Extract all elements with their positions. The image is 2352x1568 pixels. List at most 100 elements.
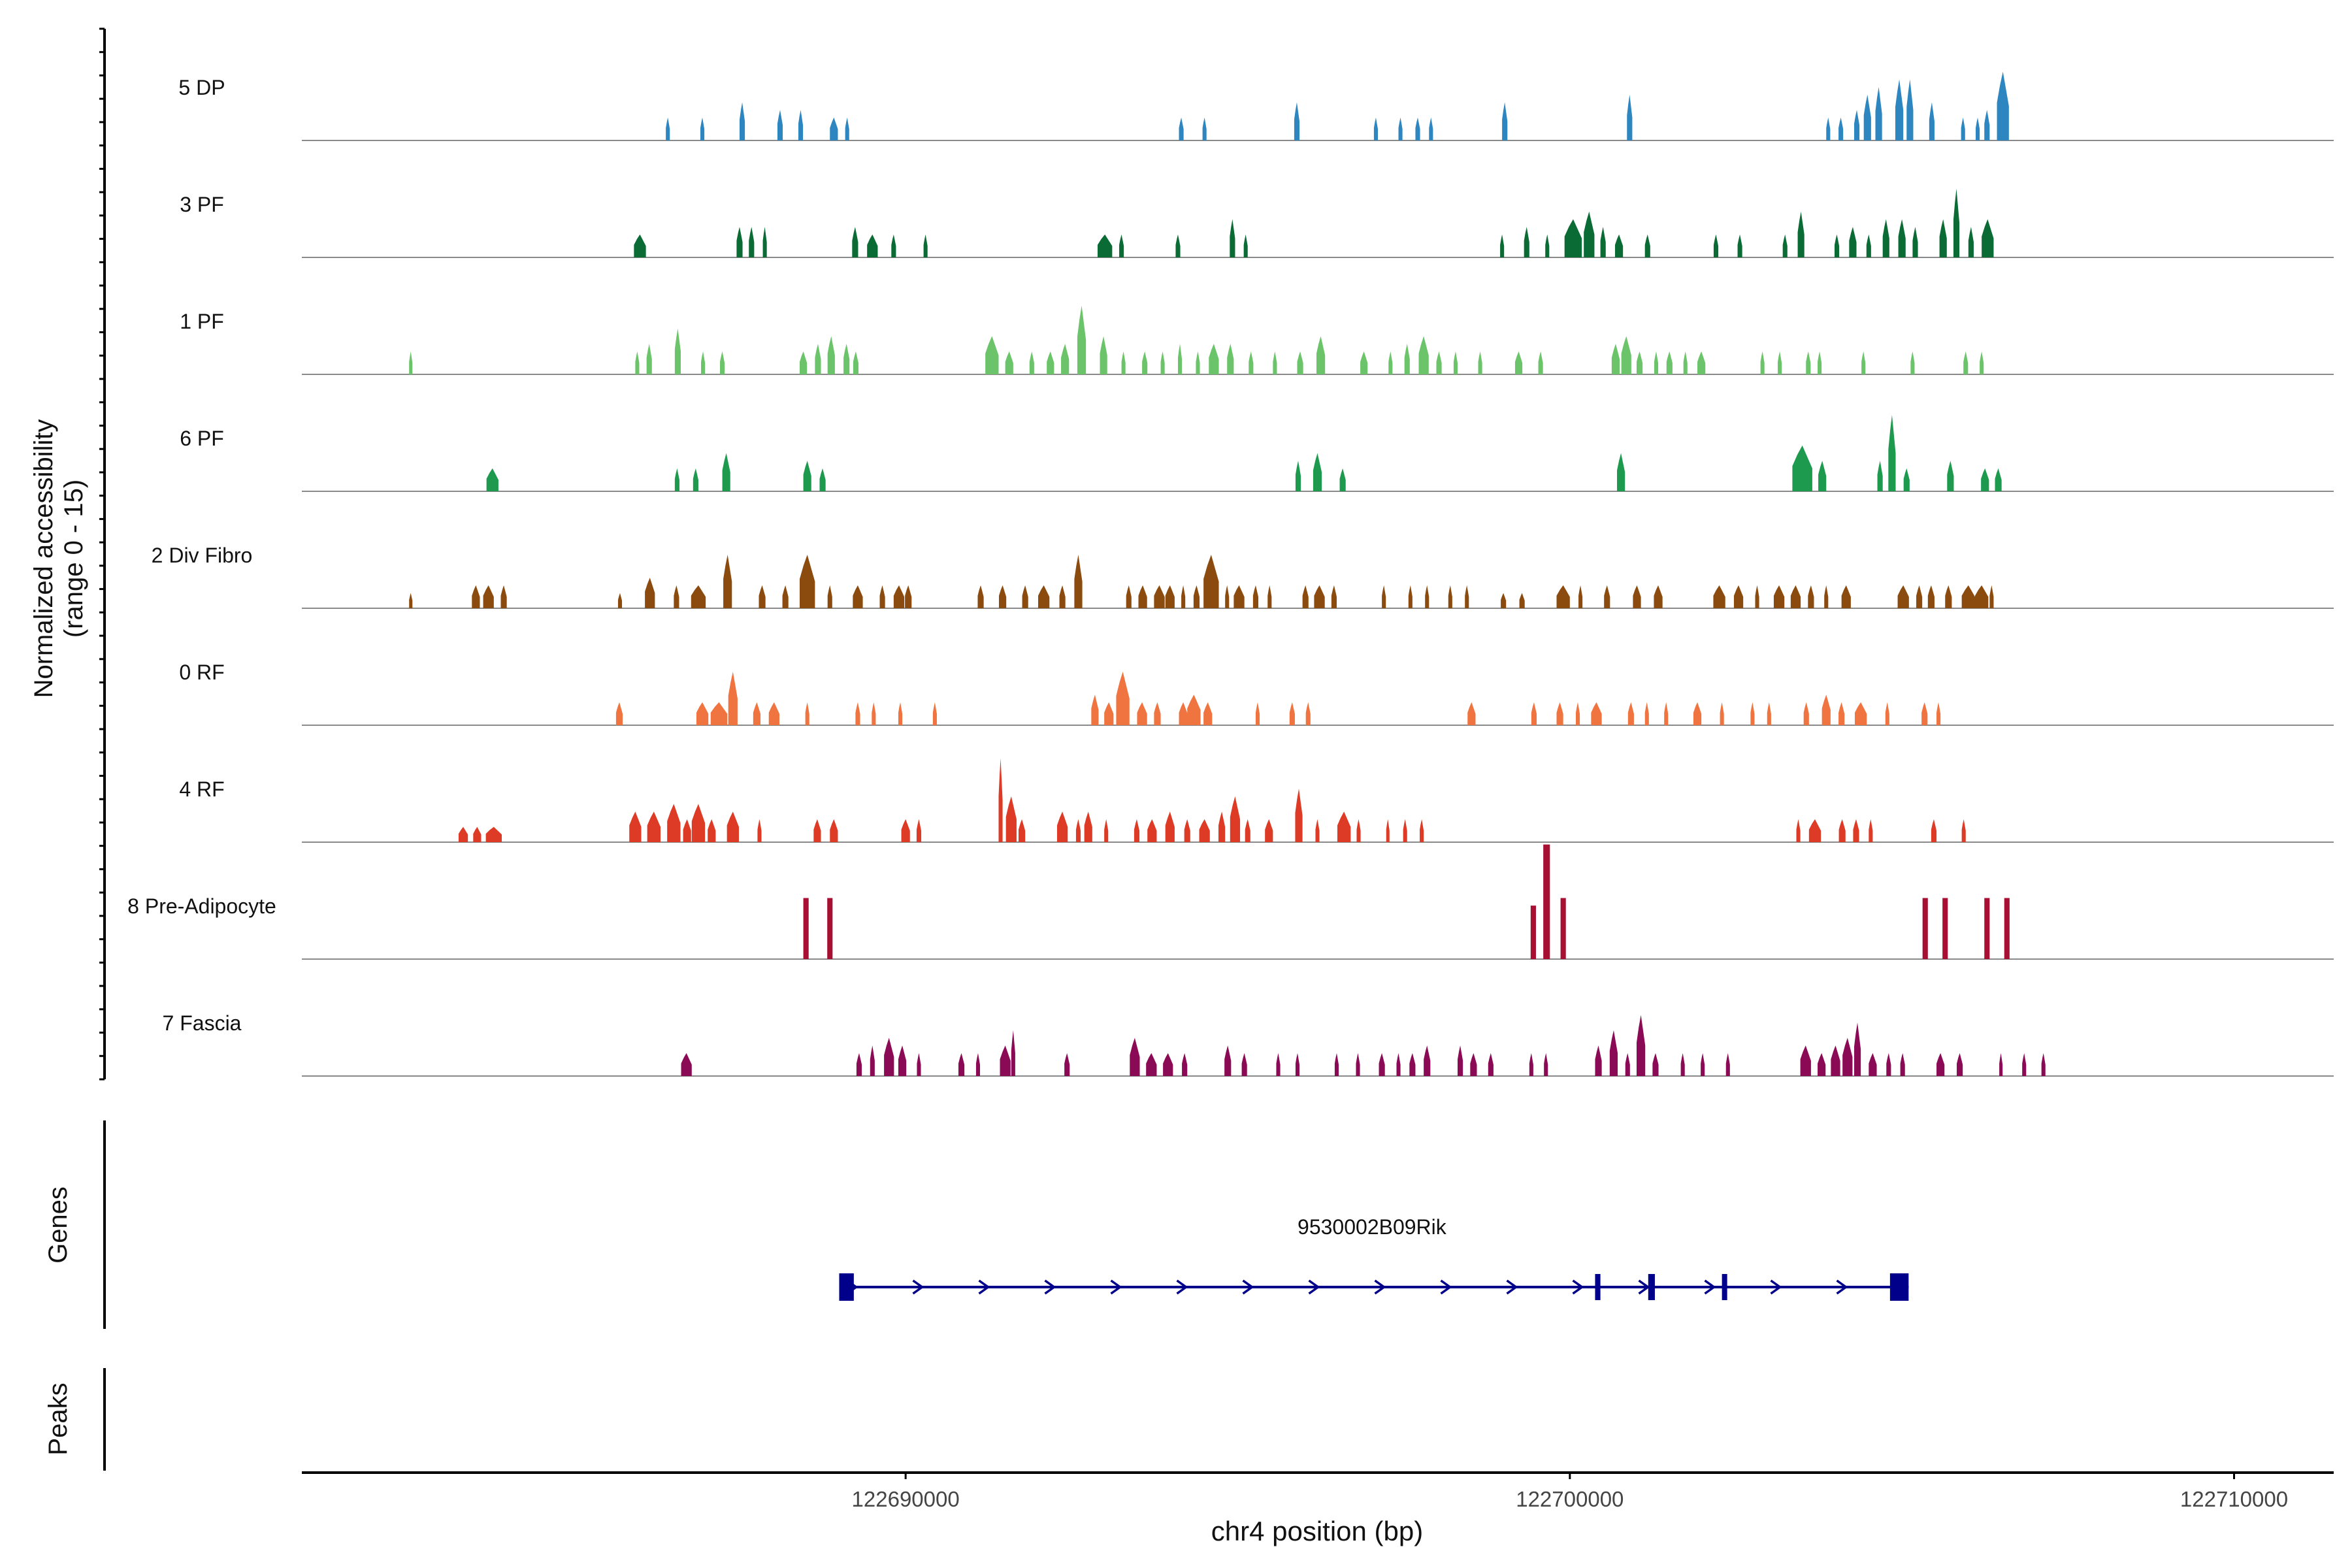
coverage-peak [674, 328, 681, 374]
x-axis: 122690000 122700000 122710000 [302, 1471, 2334, 1511]
coverage-peak [1182, 1053, 1188, 1076]
coverage-peak [1147, 819, 1157, 842]
track-4-rf [302, 758, 2334, 843]
coverage-peak [1644, 702, 1649, 725]
coverage-peak [1693, 702, 1702, 725]
coverage-peak [2041, 1053, 2046, 1076]
coverage-peak [1187, 694, 1201, 725]
coverage-peak [1989, 585, 1994, 608]
coverage-peak [1295, 1053, 1300, 1076]
track-3-pf [302, 188, 2334, 258]
coverage-peak [1245, 819, 1250, 842]
coverage-peak [1331, 585, 1337, 608]
coverage-peak [1604, 585, 1610, 608]
coverage-peak [845, 117, 849, 140]
coverage-peak [1356, 819, 1361, 842]
coverage-peak [1929, 102, 1935, 140]
coverage-y-axis-label: Normalized accessibility(range 0 - 15) [29, 419, 88, 698]
track-label: 1 PF [180, 310, 224, 333]
coverage-peak [645, 578, 655, 608]
coverage-peak [1313, 453, 1322, 491]
coverage-y-axis-label-line: (range 0 - 15) [59, 480, 88, 638]
coverage-peak [473, 826, 482, 842]
coverage-peak [1652, 1053, 1659, 1076]
coverage-peak [1921, 702, 1928, 725]
track-1-pf [302, 305, 2334, 375]
coverage-peak [1061, 344, 1070, 374]
coverage-peak [1683, 351, 1688, 374]
coverage-peak [1961, 585, 1975, 608]
coverage-peak [1091, 694, 1099, 725]
coverage-peak [898, 702, 903, 725]
coverage-peak [1888, 415, 1896, 491]
coverage-peak [458, 826, 468, 842]
coverage-peak [1267, 585, 1272, 608]
coverage-peak [1142, 351, 1148, 374]
coverage-peak [827, 585, 832, 608]
coverage-peak [1418, 336, 1429, 374]
coverage-peak [1831, 1045, 1840, 1076]
coverage-peak [1713, 234, 1719, 257]
coverage-peak [1895, 79, 1904, 140]
coverage-peak [1627, 702, 1634, 725]
coverage-peak [1897, 585, 1909, 608]
coverage-peak [1403, 819, 1407, 842]
coverage-peak [1912, 227, 1918, 257]
coverage-peak [777, 110, 783, 140]
coverage-y-axis-label-line: Normalized accessibility [29, 419, 58, 698]
coverage-peak [1382, 585, 1386, 608]
coverage-peak [1529, 1053, 1533, 1076]
coverage-peak [799, 351, 808, 374]
coverage-peak [1853, 819, 1859, 842]
coverage-peak [1018, 819, 1026, 842]
coverage-peak [923, 234, 928, 257]
coverage-peak [1544, 1053, 1548, 1076]
coverage-peak [762, 227, 767, 257]
coverage-peak [1356, 1053, 1360, 1076]
track-8-pre-adipocyte [302, 844, 2334, 960]
coverage-peak [1995, 468, 2002, 491]
coverage-peak [1595, 1045, 1602, 1076]
coverage-peak [701, 351, 706, 374]
coverage-peak [1415, 117, 1420, 140]
left-axes [99, 27, 106, 1471]
coverage-peak [932, 702, 937, 725]
coverage-peak [1420, 819, 1424, 842]
coverage-peak [827, 898, 833, 959]
coverage-peak [853, 351, 858, 374]
coverage-peak [1750, 702, 1755, 725]
coverage-peak [1984, 898, 1990, 959]
coverage-peak [1316, 336, 1326, 374]
coverage-peak [1981, 468, 1989, 491]
coverage-peak [1104, 819, 1109, 842]
coverage-peak [753, 702, 761, 725]
x-tick-label: 122690000 [852, 1487, 960, 1511]
coverage-peak [1984, 110, 1990, 140]
track-label: 5 DP [178, 76, 225, 99]
coverage-peak [757, 819, 762, 842]
coverage-peak [1179, 702, 1188, 725]
strand-arrow [912, 1279, 924, 1295]
coverage-peak [1680, 1053, 1685, 1076]
coverage-peak [1000, 1045, 1011, 1076]
coverage-peak [1386, 819, 1390, 842]
coverage-peak [1875, 87, 1882, 140]
coverage-peak [617, 593, 623, 608]
coverage-peak [1294, 102, 1300, 140]
strand-arrow [1572, 1279, 1584, 1295]
coverage-peak [1821, 694, 1831, 725]
coverage-peak [1252, 585, 1259, 608]
coverage-peak [1906, 79, 1914, 140]
coverage-peak [1903, 468, 1910, 491]
coverage-peak [1467, 702, 1476, 725]
coverage-peak [1047, 351, 1054, 374]
coverage-peak [1957, 1053, 1963, 1076]
strand-arrow [1374, 1279, 1386, 1295]
coverage-peak [1755, 585, 1759, 608]
coverage-peak [1202, 117, 1207, 140]
coverage-peak [1877, 461, 1883, 491]
coverage-peak [1175, 234, 1181, 257]
coverage-peak [666, 117, 670, 140]
coverage-peak [1249, 351, 1254, 374]
coverage-peak [1130, 1037, 1140, 1076]
